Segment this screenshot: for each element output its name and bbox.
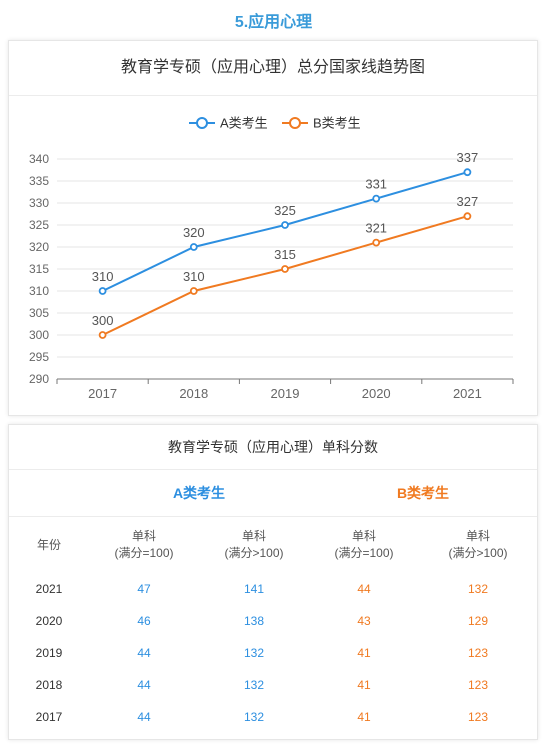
row-a1: 47 [137, 582, 151, 596]
y-tick-label: 290 [29, 372, 49, 386]
section-heading: 5.应用心理 [234, 14, 313, 31]
header-b-single-over100: 单科 (满分>100) [419, 528, 537, 562]
chart-title: 教育学专硕（应用心理）总分国家线趋势图 [9, 41, 537, 96]
data-label: 315 [274, 247, 296, 262]
data-label: 331 [365, 177, 387, 192]
data-label: 320 [183, 225, 205, 240]
legend-marker [289, 117, 301, 129]
score-table-card: 教育学专硕（应用心理）单科分数 A类考生 B类考生 年份 单科 (满分=100)… [8, 424, 538, 740]
data-label: 327 [457, 194, 479, 209]
data-point [189, 287, 198, 295]
group-header-row: A类考生 B类考生 [9, 470, 537, 517]
header-b-single-100: 单科 (满分=100) [309, 528, 419, 562]
legend-marker [196, 117, 208, 129]
header-year: 年份 [36, 537, 61, 552]
data-point [98, 331, 107, 339]
row-a2: 132 [243, 678, 265, 692]
row-year: 2021 [35, 582, 63, 596]
legend-label: A类考生 [220, 116, 268, 131]
row-year: 2019 [35, 646, 63, 660]
row-year: 2018 [35, 678, 63, 692]
group-a-label: A类考生 [172, 485, 226, 501]
y-tick-label: 335 [29, 174, 49, 188]
row-b2: 129 [467, 614, 489, 628]
data-label: 337 [457, 150, 479, 165]
header-b1-line1: 单科 [351, 529, 376, 543]
header-b2-line1: 单科 [465, 529, 490, 543]
row-b1: 44 [357, 582, 371, 596]
table-row: 2020 46 138 43 129 [9, 605, 537, 637]
row-b2: 132 [467, 582, 489, 596]
header-a2-line2: (满分>100) [224, 546, 284, 560]
header-a1-line2: (满分=100) [114, 546, 174, 560]
row-b2: 123 [467, 678, 489, 692]
data-label: 321 [365, 221, 387, 236]
row-b2: 123 [467, 646, 489, 660]
header-a-single-100: 单科 (满分=100) [89, 528, 199, 562]
table-row: 2021 47 141 44 132 [9, 573, 537, 605]
table-row: 2018 44 132 41 123 [9, 669, 537, 701]
x-axis: 2017 2018 2019 2020 2021 [56, 378, 514, 401]
chart-card: 教育学专硕（应用心理）总分国家线趋势图 A类考生 B类考生 290 295 300 30… [8, 40, 538, 416]
table-row: 2019 44 132 41 123 [9, 637, 537, 669]
x-tick-label: 2020 [362, 386, 391, 401]
row-a2: 138 [243, 614, 265, 628]
row-a2: 141 [243, 582, 265, 596]
x-tick-label: 2018 [179, 386, 208, 401]
data-point [189, 243, 198, 251]
chart-legend: A类考生 B类考生 [189, 116, 361, 131]
data-point [281, 221, 289, 229]
x-tick-label: 2021 [453, 386, 482, 401]
row-a2: 132 [243, 646, 265, 660]
data-label: 300 [92, 313, 114, 328]
chart-series: 310 320 325 331 337 300 310 315 321 327 [92, 150, 479, 339]
row-b1: 41 [357, 678, 371, 692]
x-tick-label: 2019 [271, 386, 300, 401]
row-a1: 44 [137, 710, 151, 724]
trend-line-chart: A类考生 B类考生 290 295 300 305 310 315 320 325 330 335 3… [29, 116, 514, 401]
data-point [98, 287, 107, 295]
header-a-single-over100: 单科 (满分>100) [199, 528, 309, 562]
data-point [372, 238, 381, 247]
column-header-row: 年份 单科 (满分=100) 单科 (满分>100) 单科 (满分=100) 单… [9, 517, 537, 573]
y-tick-label: 320 [29, 240, 49, 254]
data-label: 325 [274, 203, 296, 218]
header-b2-line2: (满分>100) [448, 546, 508, 560]
row-a1: 44 [137, 646, 151, 660]
header-a2-line1: 单科 [241, 529, 266, 543]
y-tick-label: 305 [29, 306, 49, 320]
table-title: 教育学专硕（应用心理）单科分数 [9, 425, 537, 470]
row-a1: 46 [137, 614, 151, 628]
data-point [281, 265, 289, 273]
data-label: 310 [92, 269, 114, 284]
row-a2: 132 [243, 710, 265, 724]
group-b-label: B类考生 [396, 485, 450, 501]
row-b1: 43 [357, 614, 371, 628]
row-b1: 41 [357, 646, 371, 660]
row-b1: 41 [357, 710, 371, 724]
series-line-b [102, 215, 468, 336]
data-point [372, 194, 381, 203]
y-tick-label: 300 [29, 328, 49, 342]
table-row: 2017 44 132 41 123 [9, 701, 537, 733]
header-a1-line1: 单科 [131, 529, 156, 543]
y-tick-label: 325 [29, 218, 49, 232]
y-tick-label: 340 [29, 152, 49, 166]
y-axis: 290 295 300 305 310 315 320 325 330 335 340 [29, 152, 49, 386]
row-year: 2017 [35, 710, 63, 724]
y-tick-label: 310 [29, 284, 49, 298]
y-tick-label: 295 [29, 350, 49, 364]
data-label: 310 [183, 269, 205, 284]
y-tick-label: 330 [29, 196, 49, 210]
data-point [463, 168, 472, 177]
header-b1-line2: (满分=100) [334, 546, 394, 560]
data-point [463, 212, 472, 221]
group-spacer [9, 470, 89, 516]
row-year: 2020 [35, 614, 63, 628]
row-a1: 44 [137, 678, 151, 692]
x-tick-label: 2017 [88, 386, 117, 401]
legend-label: B类考生 [313, 116, 361, 131]
row-b2: 123 [467, 710, 489, 724]
y-tick-label: 315 [29, 262, 49, 276]
